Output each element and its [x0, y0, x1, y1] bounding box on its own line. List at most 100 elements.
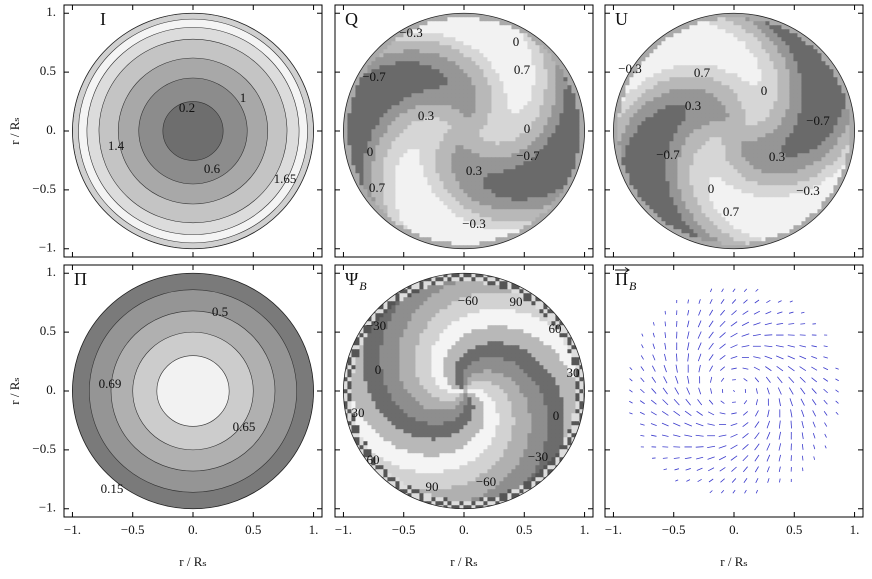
contour-cell — [423, 125, 428, 130]
contour-cell — [717, 89, 722, 94]
contour-cell — [487, 113, 492, 118]
contour-cell — [571, 137, 576, 142]
contour-label: 0 — [513, 34, 520, 49]
contour-cell — [523, 49, 528, 54]
contour-cell — [813, 73, 818, 78]
contour-cell — [829, 145, 834, 150]
contour-cell — [833, 129, 838, 134]
contour-cell — [511, 141, 516, 146]
contour-cell — [789, 29, 794, 34]
contour-cell — [845, 137, 850, 142]
contour-cell — [821, 65, 826, 70]
contour-cell — [523, 133, 528, 138]
contour-cell — [351, 85, 356, 90]
contour-cell — [483, 137, 488, 142]
contour-cell — [347, 101, 352, 106]
contour-cell — [471, 217, 476, 222]
contour-cell — [395, 185, 400, 190]
contour-cell — [523, 193, 528, 198]
contour-cell — [527, 201, 532, 206]
contour-cell — [753, 145, 758, 150]
contour-cell — [837, 157, 842, 162]
contour-cell — [753, 137, 758, 142]
contour-cell — [415, 173, 420, 178]
contour-cell — [371, 65, 376, 70]
contour-cell — [391, 61, 396, 66]
contour-cell — [423, 233, 428, 238]
contour-cell — [499, 125, 504, 130]
contour-cell — [845, 101, 850, 106]
contour-cell — [383, 41, 388, 46]
contour-cell — [471, 237, 476, 242]
contour-cell — [841, 145, 846, 150]
contour-cell — [737, 53, 742, 58]
contour-cell — [467, 49, 472, 54]
contour-cell — [801, 37, 806, 42]
contour-cell — [629, 77, 634, 82]
contour-cell — [447, 109, 452, 114]
contour-cell — [781, 101, 786, 106]
contour-cell — [359, 93, 364, 98]
contour-cell — [539, 193, 544, 198]
contour-cell — [487, 201, 492, 206]
contour-cell — [407, 225, 412, 230]
contour-cell — [431, 65, 436, 70]
contour-cell — [773, 73, 778, 78]
contour-cell — [391, 137, 396, 142]
contour-cell — [531, 113, 536, 118]
contour-cell — [717, 109, 722, 114]
contour-cell — [657, 129, 662, 134]
contour-cell — [403, 53, 408, 58]
contour-cell — [579, 121, 584, 126]
contour-cell — [749, 117, 754, 122]
contour-cell — [757, 69, 762, 74]
contour-cell — [777, 161, 782, 166]
contour-cell — [467, 217, 472, 222]
contour-cell — [419, 37, 424, 42]
contour-cell — [419, 105, 424, 110]
contour-cell — [527, 113, 532, 118]
contour-cell — [749, 65, 754, 70]
contour-cell — [729, 17, 734, 22]
contour-cell — [539, 181, 544, 186]
contour-cell — [431, 29, 436, 34]
contour-cell — [785, 157, 790, 162]
contour-cell — [367, 153, 372, 158]
contour-cell — [411, 121, 416, 126]
contour-cell — [459, 81, 464, 86]
contour-cell — [511, 57, 516, 62]
contour-cell — [645, 133, 650, 138]
contour-cell — [689, 97, 694, 102]
contour-cell — [463, 129, 468, 134]
contour-cell — [705, 73, 710, 78]
contour-cell — [701, 101, 706, 106]
contour-cell — [455, 89, 460, 94]
contour-cell — [471, 173, 476, 178]
contour-cell — [395, 125, 400, 130]
contour-cell — [841, 133, 846, 138]
contour-cell — [575, 145, 580, 150]
contour-cell — [479, 65, 484, 70]
contour-cell — [523, 177, 528, 182]
contour-cell — [479, 197, 484, 202]
contour-cell — [555, 141, 560, 146]
contour-cell — [479, 177, 484, 182]
contour-cell — [721, 113, 726, 118]
contour-cell — [479, 73, 484, 78]
contour-cell — [813, 77, 818, 82]
contour-cell — [785, 101, 790, 106]
contour-cell — [411, 53, 416, 58]
contour-cell — [845, 109, 850, 114]
contour-cell — [383, 149, 388, 154]
contour-cell — [725, 41, 730, 46]
contour-cell — [511, 205, 516, 210]
contour-cell — [435, 117, 440, 122]
contour-cell — [539, 177, 544, 182]
contour-cell — [463, 121, 468, 126]
contour-cell — [733, 101, 738, 106]
contour-cell — [737, 77, 742, 82]
contour-cell — [701, 121, 706, 126]
contour-cell — [495, 61, 500, 66]
contour-cell — [769, 129, 774, 134]
contour-cell — [411, 209, 416, 214]
